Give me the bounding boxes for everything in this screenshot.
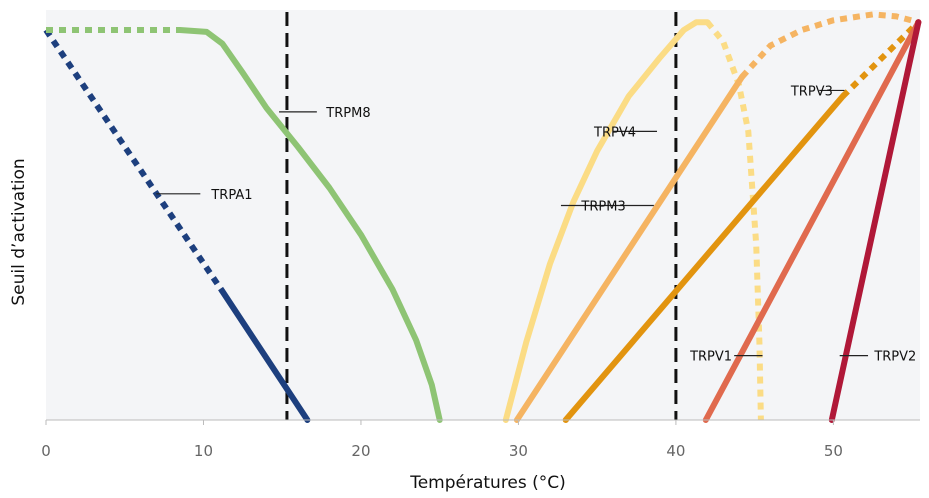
x-tick-label-20: 20	[351, 442, 370, 460]
x-tick-label-40: 40	[666, 442, 685, 460]
series-label-trpm3: TRPM3	[580, 200, 625, 215]
series-label-trpa1: TRPA1	[210, 188, 252, 203]
series-label-trpm8: TRPM8	[325, 106, 370, 121]
x-tick-label-0: 0	[41, 442, 51, 460]
series-label-trpv1: TRPV1	[689, 350, 732, 365]
series-layer	[43, 11, 922, 423]
label-leaders	[156, 89, 869, 357]
series-label-trpv2: TRPV2	[873, 350, 916, 365]
x-tick-label-30: 30	[509, 442, 528, 460]
x-axis-label: Températures (°C)	[409, 473, 566, 493]
series-label-trpv4: TRPV4	[593, 125, 636, 140]
plot-background	[46, 10, 920, 420]
x-tick-label-50: 50	[824, 442, 843, 460]
series-line-trpm8-solid-2	[176, 27, 443, 423]
series-line-trpv1-solid-1	[702, 19, 922, 423]
series-line-trpv3-solid-1	[562, 93, 846, 423]
reference-lines	[285, 12, 678, 420]
series-labels: TRPA1 TRPM8 TRPV4 TRPM3 TRPV3 TRPV1 TRPV2	[210, 84, 916, 364]
x-tick-label-10: 10	[194, 442, 213, 460]
x-axis-ticks: 0 10 20 30 40 50	[41, 420, 843, 460]
y-axis-label: Seuil d’activation	[9, 158, 29, 305]
series-line-trpm3-dotted-2	[739, 11, 920, 79]
series-line-trpv4-dotted-2	[705, 20, 764, 421]
series-line-trpm3-solid-1	[513, 73, 746, 423]
series-line-trpa1-dotted-1	[43, 28, 225, 293]
series-line-trpa1-solid-2	[219, 288, 311, 423]
series-line-trpv3-dotted-2	[840, 20, 921, 99]
series-line-trpv4-solid-1	[502, 19, 711, 423]
series-line-trpv2-solid-1	[828, 19, 922, 423]
series-label-trpv3: TRPV3	[790, 84, 833, 99]
